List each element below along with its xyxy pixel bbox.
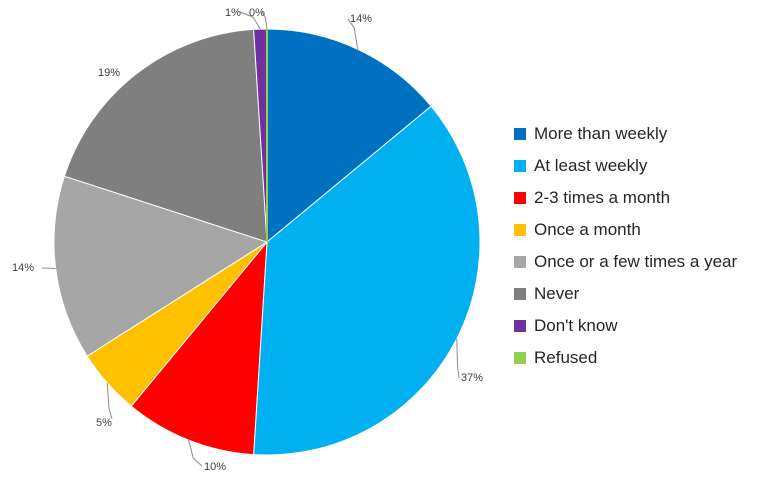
leader-line-once-a-month xyxy=(106,382,113,420)
legend-item-once-a-month: Once a month xyxy=(514,214,737,246)
pie-slice-never xyxy=(63,28,268,243)
legend-swatch-refused xyxy=(514,352,526,364)
legend-item-at-least-weekly: At least weekly xyxy=(514,150,737,182)
legend-swatch-more-than-weekly xyxy=(514,128,526,140)
data-label-refused: 0% xyxy=(249,7,265,19)
leader-line-don-t-know xyxy=(239,11,261,30)
legend-swatch-once-a-month xyxy=(514,224,526,236)
pie-slice-at-least-weekly xyxy=(253,105,481,456)
leader-line-more-than-weekly xyxy=(347,18,359,50)
data-label-at-least-weekly: 37% xyxy=(461,372,483,384)
data-label-more-than-weekly: 14% xyxy=(350,13,372,25)
leader-line-at-least-weekly xyxy=(456,338,460,379)
data-label-once-a-month: 5% xyxy=(96,417,112,429)
data-label-once-or-a-few-times-a-year: 14% xyxy=(12,262,34,274)
data-label-don-t-know: 1% xyxy=(225,7,241,19)
leader-line-2-3-times-a-month xyxy=(188,439,203,467)
pie-slice-more-than-weekly xyxy=(266,28,432,244)
data-label-2-3-times-a-month: 10% xyxy=(204,461,226,473)
legend-label: More than weekly xyxy=(534,124,668,143)
legend-label: Don't know xyxy=(534,316,618,335)
leader-line-once-or-a-few-times-a-year xyxy=(41,267,56,270)
legend: More than weekly At least weekly 2-3 times… xyxy=(514,118,737,374)
legend-swatch-at-least-weekly xyxy=(514,160,526,172)
legend-swatch-don-t-know xyxy=(514,320,526,332)
legend-item-don-t-know: Don't know xyxy=(514,310,737,342)
legend-swatch-never xyxy=(514,288,526,300)
legend-label: 2-3 times a month xyxy=(534,188,671,207)
data-label-never: 19% xyxy=(98,67,120,79)
legend-label: At least weekly xyxy=(534,156,648,175)
legend-item-once-or-a-few-times-a-year: Once or a few times a year xyxy=(514,246,737,278)
legend-label: Refused xyxy=(534,348,598,367)
legend-label: Once a month xyxy=(534,220,641,239)
legend-item-never: Never xyxy=(514,278,737,310)
legend-label: Once or a few times a year xyxy=(534,252,738,271)
legend-label: Never xyxy=(534,284,580,303)
legend-swatch-2-3-times-a-month xyxy=(514,192,526,204)
legend-item-refused: Refused xyxy=(514,342,737,374)
legend-item-2-3-times-a-month: 2-3 times a month xyxy=(514,182,737,214)
leader-line-refused xyxy=(261,11,268,30)
legend-swatch-once-or-a-few-times-a-year xyxy=(514,256,526,268)
legend-item-more-than-weekly: More than weekly xyxy=(514,118,737,150)
